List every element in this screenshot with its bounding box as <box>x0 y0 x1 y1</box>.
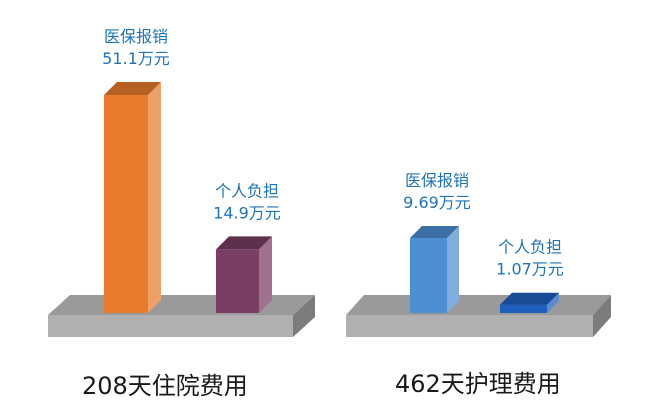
platform-front <box>48 315 293 337</box>
bar-side-hospitalization-personal <box>259 236 272 313</box>
platform-front <box>346 315 593 337</box>
bar-top-hospitalization-personal <box>216 236 272 250</box>
bar-category-label-hospitalization-insurance: 医保报销 <box>104 27 168 46</box>
bar-nursing-insurance <box>410 238 447 313</box>
bar-hospitalization-insurance <box>104 95 148 313</box>
bar-top-hospitalization-insurance <box>104 82 161 95</box>
chart-caption-hospitalization: 208天住院费用 <box>82 372 248 400</box>
bar-value-label-hospitalization-personal: 14.9万元 <box>213 203 281 222</box>
platform-top <box>346 295 611 315</box>
bar-side-hospitalization-insurance <box>148 82 161 313</box>
bar-nursing-personal <box>500 304 547 313</box>
bar-value-label-nursing-personal: 1.07万元 <box>496 260 564 279</box>
bar-hospitalization-personal <box>216 249 259 313</box>
bar-side-nursing-insurance <box>447 226 459 313</box>
bar-top-nursing-personal <box>500 292 559 305</box>
bar-category-label-nursing-insurance: 医保报销 <box>405 171 469 190</box>
bar-top-nursing-insurance <box>410 226 459 238</box>
platform-side <box>593 295 611 337</box>
bar-category-label-hospitalization-personal: 个人负担 <box>215 181 279 200</box>
chart-caption-nursing: 462天护理费用 <box>395 370 561 398</box>
bar-value-label-nursing-insurance: 9.69万元 <box>403 193 471 212</box>
platform-top <box>48 295 315 315</box>
bar-value-label-hospitalization-insurance: 51.1万元 <box>102 49 170 68</box>
platform-side <box>293 295 315 337</box>
bar-side-nursing-personal <box>547 292 559 313</box>
bar-category-label-nursing-personal: 个人负担 <box>498 238 562 257</box>
